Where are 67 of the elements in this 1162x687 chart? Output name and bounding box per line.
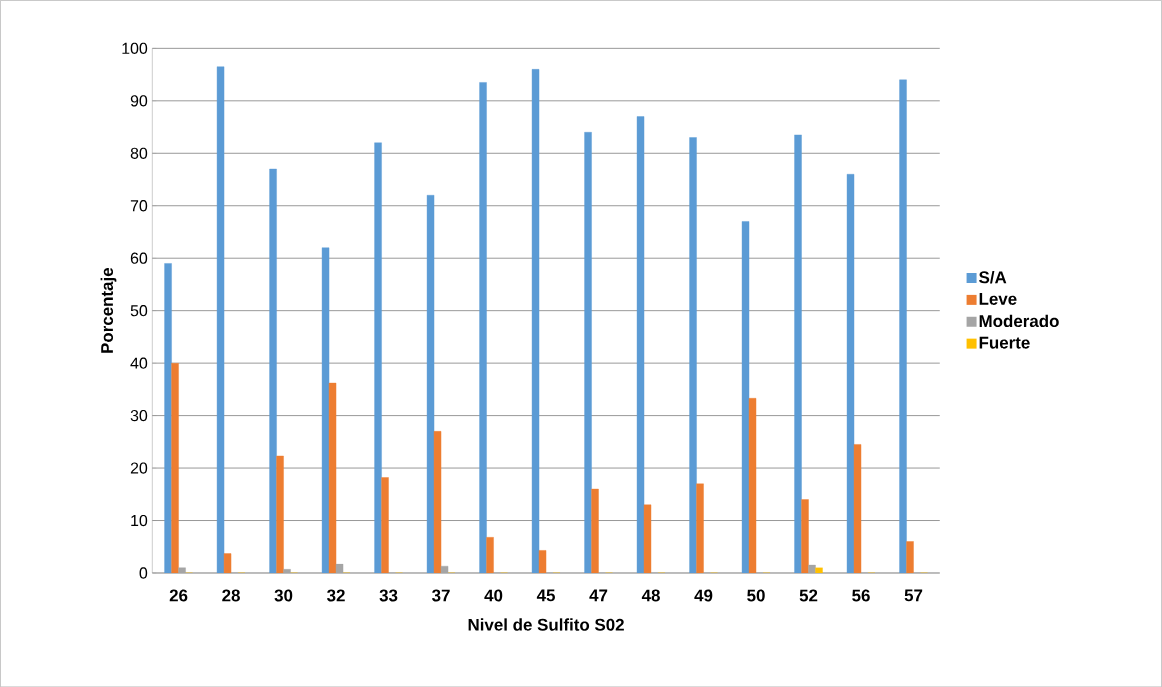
x-tick-label: 52	[799, 589, 818, 602]
bar	[328, 382, 337, 573]
bar	[636, 116, 645, 573]
bar	[853, 444, 862, 573]
bar	[538, 550, 547, 573]
bar	[486, 536, 494, 573]
x-tick-label: 33	[379, 589, 398, 602]
bar	[794, 134, 802, 573]
x-tick-label: 32	[327, 589, 345, 602]
bar	[741, 221, 750, 573]
x-tick-label: 48	[641, 589, 660, 602]
bar	[899, 79, 907, 573]
bar	[440, 565, 449, 573]
bar	[433, 430, 442, 573]
x-tick-label: 56	[852, 589, 870, 602]
y-tick-label: 0	[139, 567, 148, 579]
bar	[335, 563, 344, 573]
bar	[283, 568, 291, 573]
legend-label: Leve	[979, 292, 1017, 305]
y-tick-label: 100	[122, 42, 148, 54]
bar	[846, 173, 855, 573]
x-tick-label: 50	[747, 589, 765, 602]
y-tick-label: 50	[130, 304, 148, 317]
bar	[374, 142, 382, 573]
bar	[269, 168, 277, 573]
x-tick-label: 28	[222, 589, 240, 602]
y-tick-label: 20	[130, 462, 148, 474]
bar	[171, 362, 179, 573]
bar	[276, 455, 284, 573]
x-tick-label: 30	[274, 589, 293, 602]
bar	[584, 131, 592, 573]
x-tick-label: 57	[904, 589, 923, 602]
bar	[178, 567, 186, 573]
x-tick-label: 37	[432, 589, 450, 602]
bar	[426, 194, 435, 573]
bar	[748, 397, 757, 573]
bar	[643, 504, 652, 573]
y-tick-label: 90	[130, 95, 148, 107]
y-tick-label: 70	[130, 199, 148, 212]
bar	[216, 66, 225, 573]
x-tick-label: 47	[589, 589, 608, 601]
y-axis-title: Porcentaje	[100, 267, 117, 353]
legend-label: Moderado	[979, 314, 1059, 327]
bar	[591, 488, 599, 573]
y-tick-label: 60	[130, 252, 148, 264]
y-tick-label: 10	[131, 514, 148, 527]
x-tick-label: 45	[536, 589, 555, 602]
bar	[689, 137, 697, 573]
x-axis-title: Nivel de Sulfito S02	[468, 618, 624, 631]
legend-label: S/A	[979, 270, 1007, 284]
bar	[381, 477, 389, 573]
bar	[696, 483, 704, 573]
y-tick-label: 80	[130, 147, 148, 159]
bar	[479, 82, 487, 573]
bar	[531, 68, 540, 573]
y-tick-label: 30	[130, 409, 148, 422]
bar	[164, 263, 172, 573]
bar	[801, 499, 809, 573]
legend-label: Fuerte	[979, 336, 1030, 349]
x-tick-label: 40	[484, 589, 503, 602]
x-tick-label: 26	[169, 589, 188, 602]
x-tick-label: 49	[694, 589, 713, 602]
bar	[321, 247, 330, 573]
bar	[808, 564, 816, 573]
y-tick-label: 40	[130, 357, 148, 369]
bar	[906, 541, 914, 573]
bar	[223, 553, 232, 573]
